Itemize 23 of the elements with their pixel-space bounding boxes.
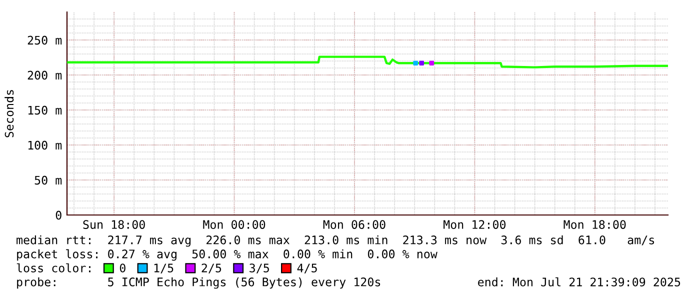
y-tick-label: 150 m [28, 106, 62, 115]
y-tick-label: 0 [56, 210, 62, 220]
y-tick-label: 100 m [28, 140, 62, 150]
x-tick-label: Mon 00:00 [203, 220, 266, 229]
legend-label: 4/5 [297, 264, 317, 274]
x-tick-label: Mon 12:00 [444, 220, 506, 229]
x-tick-label: Sun 18:00 [83, 220, 145, 229]
line-series [67, 56, 668, 68]
legend-label: 0 [120, 264, 126, 272]
x-tick-label: Mon 18:00 [564, 220, 626, 229]
y-tick-label: 200 m [28, 70, 62, 80]
x-tick-label: Mon 06:00 [323, 220, 386, 229]
text: median rtt: 217.7 ms avg 226.0 ms max 213.0 ms min 213.3 ms now 3.6 ms sd 61.0 am/s [16, 235, 654, 247]
text: end: Mon Jul 21 21:39:09 2025 [478, 277, 680, 286]
y-axis-title: Seconds [4, 90, 14, 138]
y-tick-label: 50 m [34, 176, 62, 185]
legend-label: 1/5 [154, 264, 174, 274]
legend-title: loss color: [16, 263, 90, 272]
text: packet loss: 0.27 % avg 50.00 % max 0.00 % min 0.00 % now [17, 249, 438, 261]
legend-label: 2/5 [202, 264, 222, 274]
y-tick-label: 250 m [28, 36, 62, 45]
text: probe: 5 ICMP Echo Pings (56 Bytes) every 120s [17, 277, 380, 289]
legend-label: 3/5 [250, 264, 269, 274]
